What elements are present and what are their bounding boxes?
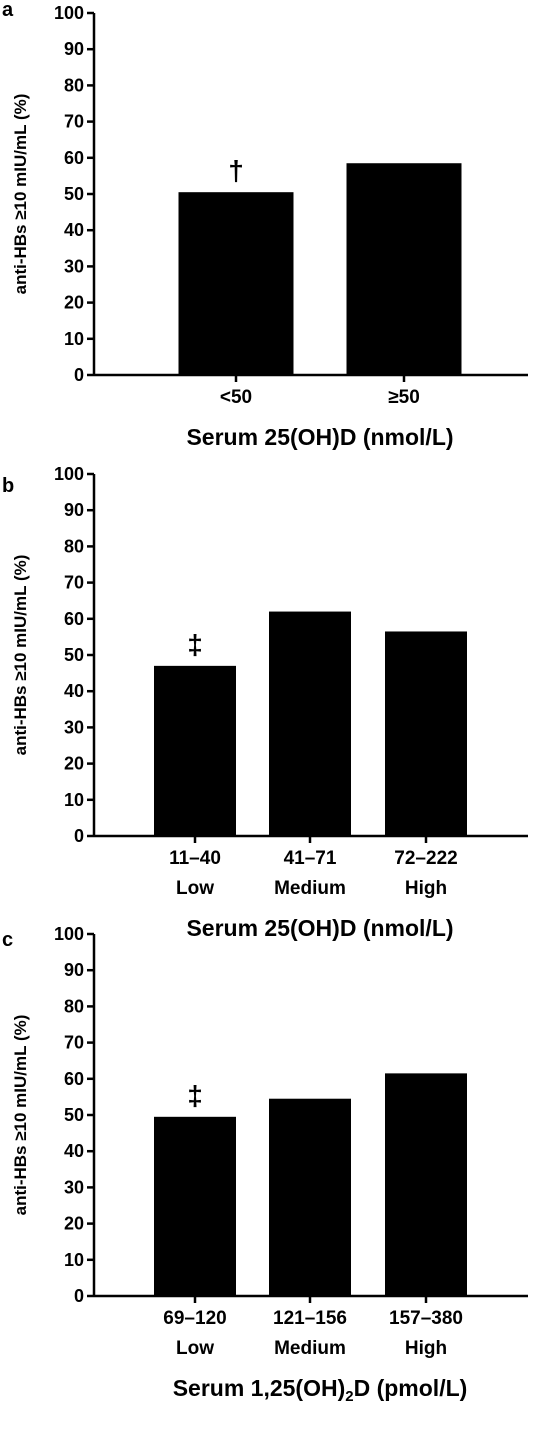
x-tick-label: <50 <box>220 387 252 408</box>
panel-label: c <box>2 929 13 951</box>
x-tick-label: 41–71 <box>284 848 337 869</box>
y-tick-label: 80 <box>64 996 84 1016</box>
bar-3 <box>385 631 467 836</box>
y-tick-label: 20 <box>64 754 84 774</box>
y-tick-label: 60 <box>64 148 84 168</box>
y-tick-label: 50 <box>64 184 84 204</box>
chart-panel-c: c ‡ 0 10 20 30 40 50 60 70 80 90 100 69–120 Low 121–156… <box>2 924 528 1405</box>
y-tick-label: 90 <box>64 500 84 520</box>
y-tick-label: 50 <box>64 1105 84 1125</box>
x-tick-label: Low <box>176 1338 214 1359</box>
y-tick-label: 0 <box>74 365 84 385</box>
bar-1 <box>178 192 294 375</box>
bar-2 <box>269 1098 351 1296</box>
x-tick-label: 11–40 <box>169 848 221 869</box>
panel-label: b <box>2 475 14 497</box>
chart-panel-a: a † 0 10 20 30 40 50 60 70 80 90 100 <50 ≥50 anti-HBs ≥… <box>2 0 528 450</box>
y-tick-label: 10 <box>64 790 84 810</box>
bar-1 <box>154 1116 236 1296</box>
y-tick-label: 90 <box>64 39 84 59</box>
y-axis-label: anti-HBs ≥10 mIU/mL (%) <box>11 1015 30 1216</box>
y-tick-label: 100 <box>54 924 84 944</box>
y-tick-label: 30 <box>64 256 84 276</box>
y-tick-label: 50 <box>64 645 84 665</box>
y-tick-label: 70 <box>64 112 84 132</box>
x-tick-label: High <box>405 878 447 899</box>
bar-2 <box>346 163 462 375</box>
y-tick-label: 40 <box>64 220 84 240</box>
panel-label: a <box>2 0 14 21</box>
x-axis-label: Serum 25(OH)D (nmol/L) <box>186 915 453 941</box>
y-tick-label: 60 <box>64 1069 84 1089</box>
y-tick-label: 40 <box>64 681 84 701</box>
y-tick-label: 60 <box>64 609 84 629</box>
y-tick-label: 10 <box>64 329 84 349</box>
y-tick-label: 90 <box>64 960 84 980</box>
y-tick-label: 80 <box>64 75 84 95</box>
y-tick-label: 30 <box>64 1177 84 1197</box>
bar-annotation: ‡ <box>187 629 203 660</box>
y-tick-label: 80 <box>64 536 84 556</box>
x-tick-label: Medium <box>274 1338 346 1359</box>
x-tick-label: High <box>405 1338 447 1359</box>
x-tick-label: Low <box>176 878 214 899</box>
y-tick-label: 30 <box>64 717 84 737</box>
y-tick-label: 100 <box>54 3 84 23</box>
x-tick-label: 72–222 <box>394 848 457 869</box>
y-tick-label: 70 <box>64 1033 84 1053</box>
y-tick-label: 0 <box>74 1286 84 1306</box>
bar-1 <box>154 665 236 836</box>
chart-panel-b: b ‡ 0 10 20 30 40 50 60 70 80 90 100 11–40 Low 41–71 Med… <box>2 464 528 941</box>
y-axis-label: anti-HBs ≥10 mIU/mL (%) <box>11 555 30 756</box>
bar-annotation: ‡ <box>187 1080 203 1111</box>
y-tick-label: 20 <box>64 1214 84 1234</box>
y-tick-label: 20 <box>64 293 84 313</box>
bar-annotation: † <box>228 155 244 186</box>
x-tick-label: 121–156 <box>273 1308 347 1329</box>
x-tick-label: ≥50 <box>388 387 420 408</box>
x-axis-label: Serum 1,25(OH)2D (pmol/L) <box>173 1375 468 1405</box>
y-tick-label: 10 <box>64 1250 84 1270</box>
y-tick-label: 0 <box>74 826 84 846</box>
bar-2 <box>269 611 351 836</box>
x-tick-label: Medium <box>274 878 346 899</box>
x-tick-label: 157–380 <box>389 1308 463 1329</box>
y-axis-label: anti-HBs ≥10 mIU/mL (%) <box>11 94 30 295</box>
y-tick-label: 70 <box>64 573 84 593</box>
y-tick-label: 100 <box>54 464 84 484</box>
x-tick-label: 69–120 <box>163 1308 226 1329</box>
x-axis-label: Serum 25(OH)D (nmol/L) <box>186 424 453 450</box>
y-tick-label: 40 <box>64 1141 84 1161</box>
bar-3 <box>385 1073 467 1296</box>
